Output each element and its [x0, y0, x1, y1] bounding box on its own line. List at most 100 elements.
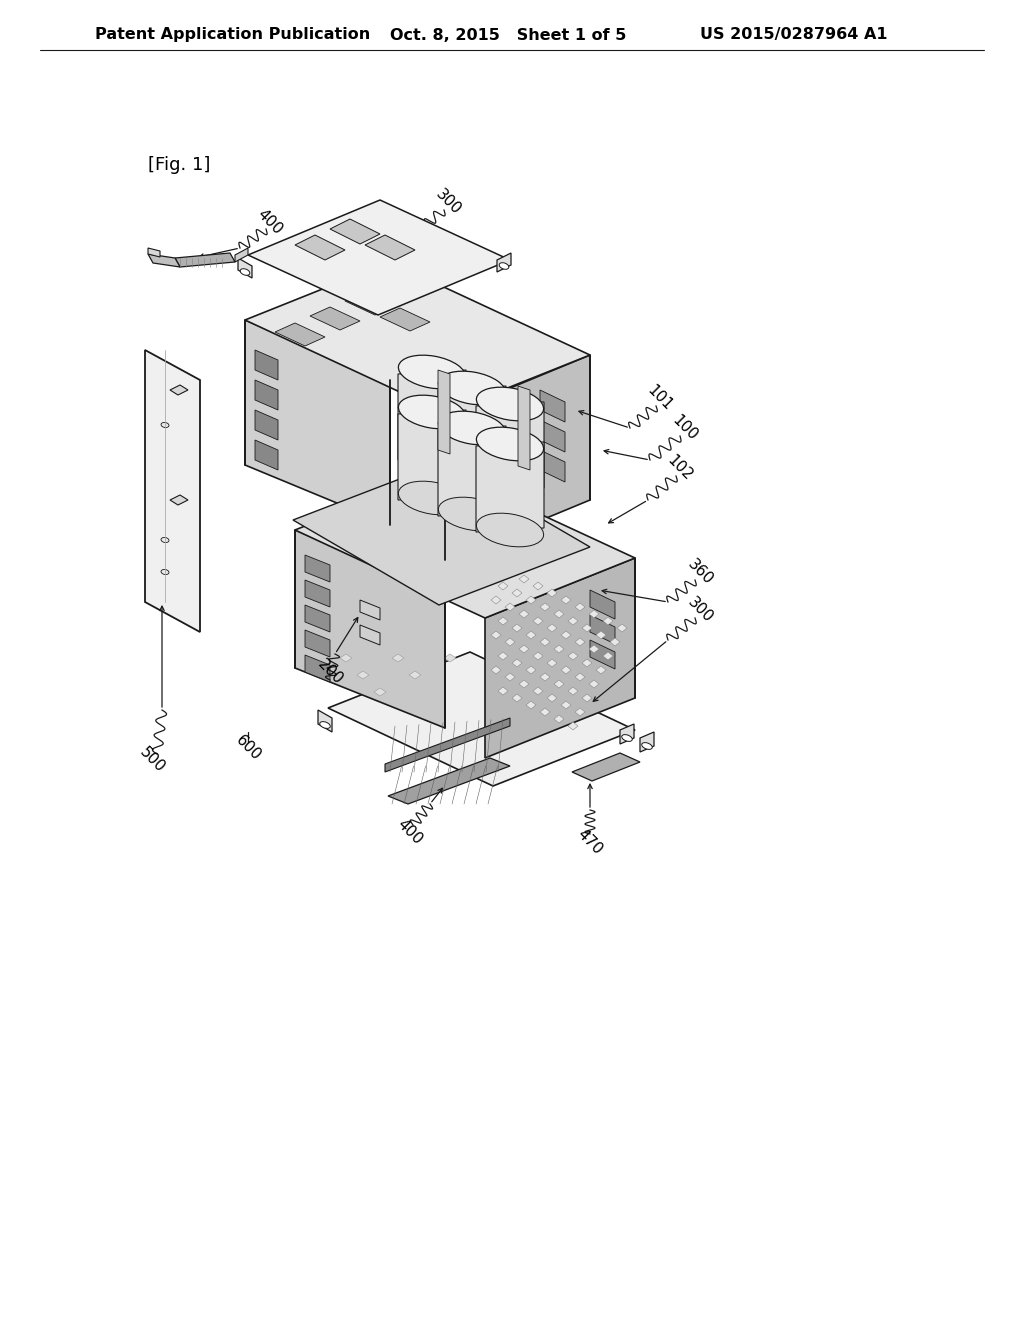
- Text: 600: 600: [232, 733, 263, 763]
- Polygon shape: [170, 385, 188, 395]
- Text: US 2015/0287964 A1: US 2015/0287964 A1: [700, 28, 888, 42]
- Polygon shape: [540, 389, 565, 422]
- Ellipse shape: [438, 498, 506, 531]
- Polygon shape: [512, 694, 522, 702]
- Polygon shape: [438, 426, 506, 516]
- Polygon shape: [519, 680, 529, 688]
- Polygon shape: [534, 582, 543, 590]
- Polygon shape: [547, 694, 557, 702]
- Polygon shape: [438, 385, 506, 477]
- Polygon shape: [305, 605, 330, 632]
- Polygon shape: [357, 671, 369, 678]
- Text: 500: 500: [136, 744, 168, 776]
- Polygon shape: [561, 667, 571, 675]
- Text: 100: 100: [670, 412, 700, 444]
- Polygon shape: [526, 631, 536, 639]
- Polygon shape: [490, 667, 501, 675]
- Polygon shape: [582, 694, 592, 702]
- Polygon shape: [540, 603, 550, 611]
- Polygon shape: [610, 638, 620, 645]
- Polygon shape: [328, 652, 635, 785]
- Polygon shape: [582, 659, 592, 667]
- Polygon shape: [255, 440, 278, 470]
- Polygon shape: [305, 554, 330, 582]
- Polygon shape: [547, 589, 557, 597]
- Polygon shape: [295, 531, 445, 729]
- Polygon shape: [572, 752, 640, 781]
- Polygon shape: [409, 671, 421, 678]
- Polygon shape: [255, 350, 278, 380]
- Polygon shape: [603, 616, 613, 624]
- Polygon shape: [589, 645, 599, 653]
- Polygon shape: [582, 624, 592, 632]
- Polygon shape: [305, 630, 330, 657]
- Polygon shape: [512, 589, 522, 597]
- Polygon shape: [293, 462, 590, 605]
- Polygon shape: [498, 652, 508, 660]
- Polygon shape: [526, 597, 536, 605]
- Text: 300: 300: [432, 186, 464, 218]
- Polygon shape: [620, 723, 634, 744]
- Polygon shape: [238, 257, 252, 279]
- Polygon shape: [540, 708, 550, 715]
- Polygon shape: [148, 248, 160, 257]
- Ellipse shape: [476, 428, 544, 461]
- Polygon shape: [497, 253, 511, 272]
- Polygon shape: [498, 616, 508, 624]
- Polygon shape: [365, 235, 415, 260]
- Polygon shape: [603, 652, 613, 660]
- Ellipse shape: [476, 513, 544, 546]
- Ellipse shape: [642, 743, 652, 750]
- Ellipse shape: [398, 395, 466, 429]
- Ellipse shape: [438, 411, 506, 445]
- Text: Patent Application Publication: Patent Application Publication: [95, 28, 371, 42]
- Polygon shape: [398, 370, 466, 459]
- Polygon shape: [518, 385, 530, 470]
- Ellipse shape: [161, 537, 169, 543]
- Polygon shape: [498, 582, 508, 590]
- Polygon shape: [617, 624, 627, 632]
- Polygon shape: [245, 319, 390, 525]
- Polygon shape: [596, 631, 606, 639]
- Ellipse shape: [499, 263, 509, 269]
- Polygon shape: [519, 576, 529, 583]
- Polygon shape: [498, 686, 508, 696]
- Polygon shape: [575, 673, 585, 681]
- Text: 400: 400: [394, 817, 426, 847]
- Text: 101: 101: [644, 383, 676, 413]
- Ellipse shape: [398, 482, 466, 515]
- Polygon shape: [398, 411, 466, 500]
- Text: 400: 400: [255, 206, 286, 238]
- Polygon shape: [392, 653, 404, 663]
- Polygon shape: [295, 235, 345, 260]
- Ellipse shape: [241, 269, 250, 276]
- Polygon shape: [575, 708, 585, 715]
- Polygon shape: [512, 624, 522, 632]
- Polygon shape: [540, 638, 550, 645]
- Polygon shape: [568, 686, 578, 696]
- Ellipse shape: [476, 387, 544, 421]
- Polygon shape: [519, 645, 529, 653]
- Polygon shape: [505, 603, 515, 611]
- Polygon shape: [561, 701, 571, 709]
- Polygon shape: [360, 624, 380, 645]
- Polygon shape: [554, 715, 564, 723]
- Polygon shape: [275, 323, 325, 346]
- Polygon shape: [526, 701, 536, 709]
- Polygon shape: [554, 680, 564, 688]
- Ellipse shape: [438, 457, 506, 491]
- Polygon shape: [590, 640, 615, 669]
- Polygon shape: [534, 616, 543, 624]
- Polygon shape: [148, 253, 180, 267]
- Polygon shape: [245, 261, 590, 413]
- Polygon shape: [568, 652, 578, 660]
- Polygon shape: [305, 655, 330, 682]
- Polygon shape: [490, 597, 501, 605]
- Polygon shape: [340, 653, 352, 663]
- Polygon shape: [145, 350, 200, 632]
- Polygon shape: [388, 758, 510, 804]
- Polygon shape: [505, 638, 515, 645]
- Polygon shape: [575, 638, 585, 645]
- Polygon shape: [547, 659, 557, 667]
- Polygon shape: [547, 624, 557, 632]
